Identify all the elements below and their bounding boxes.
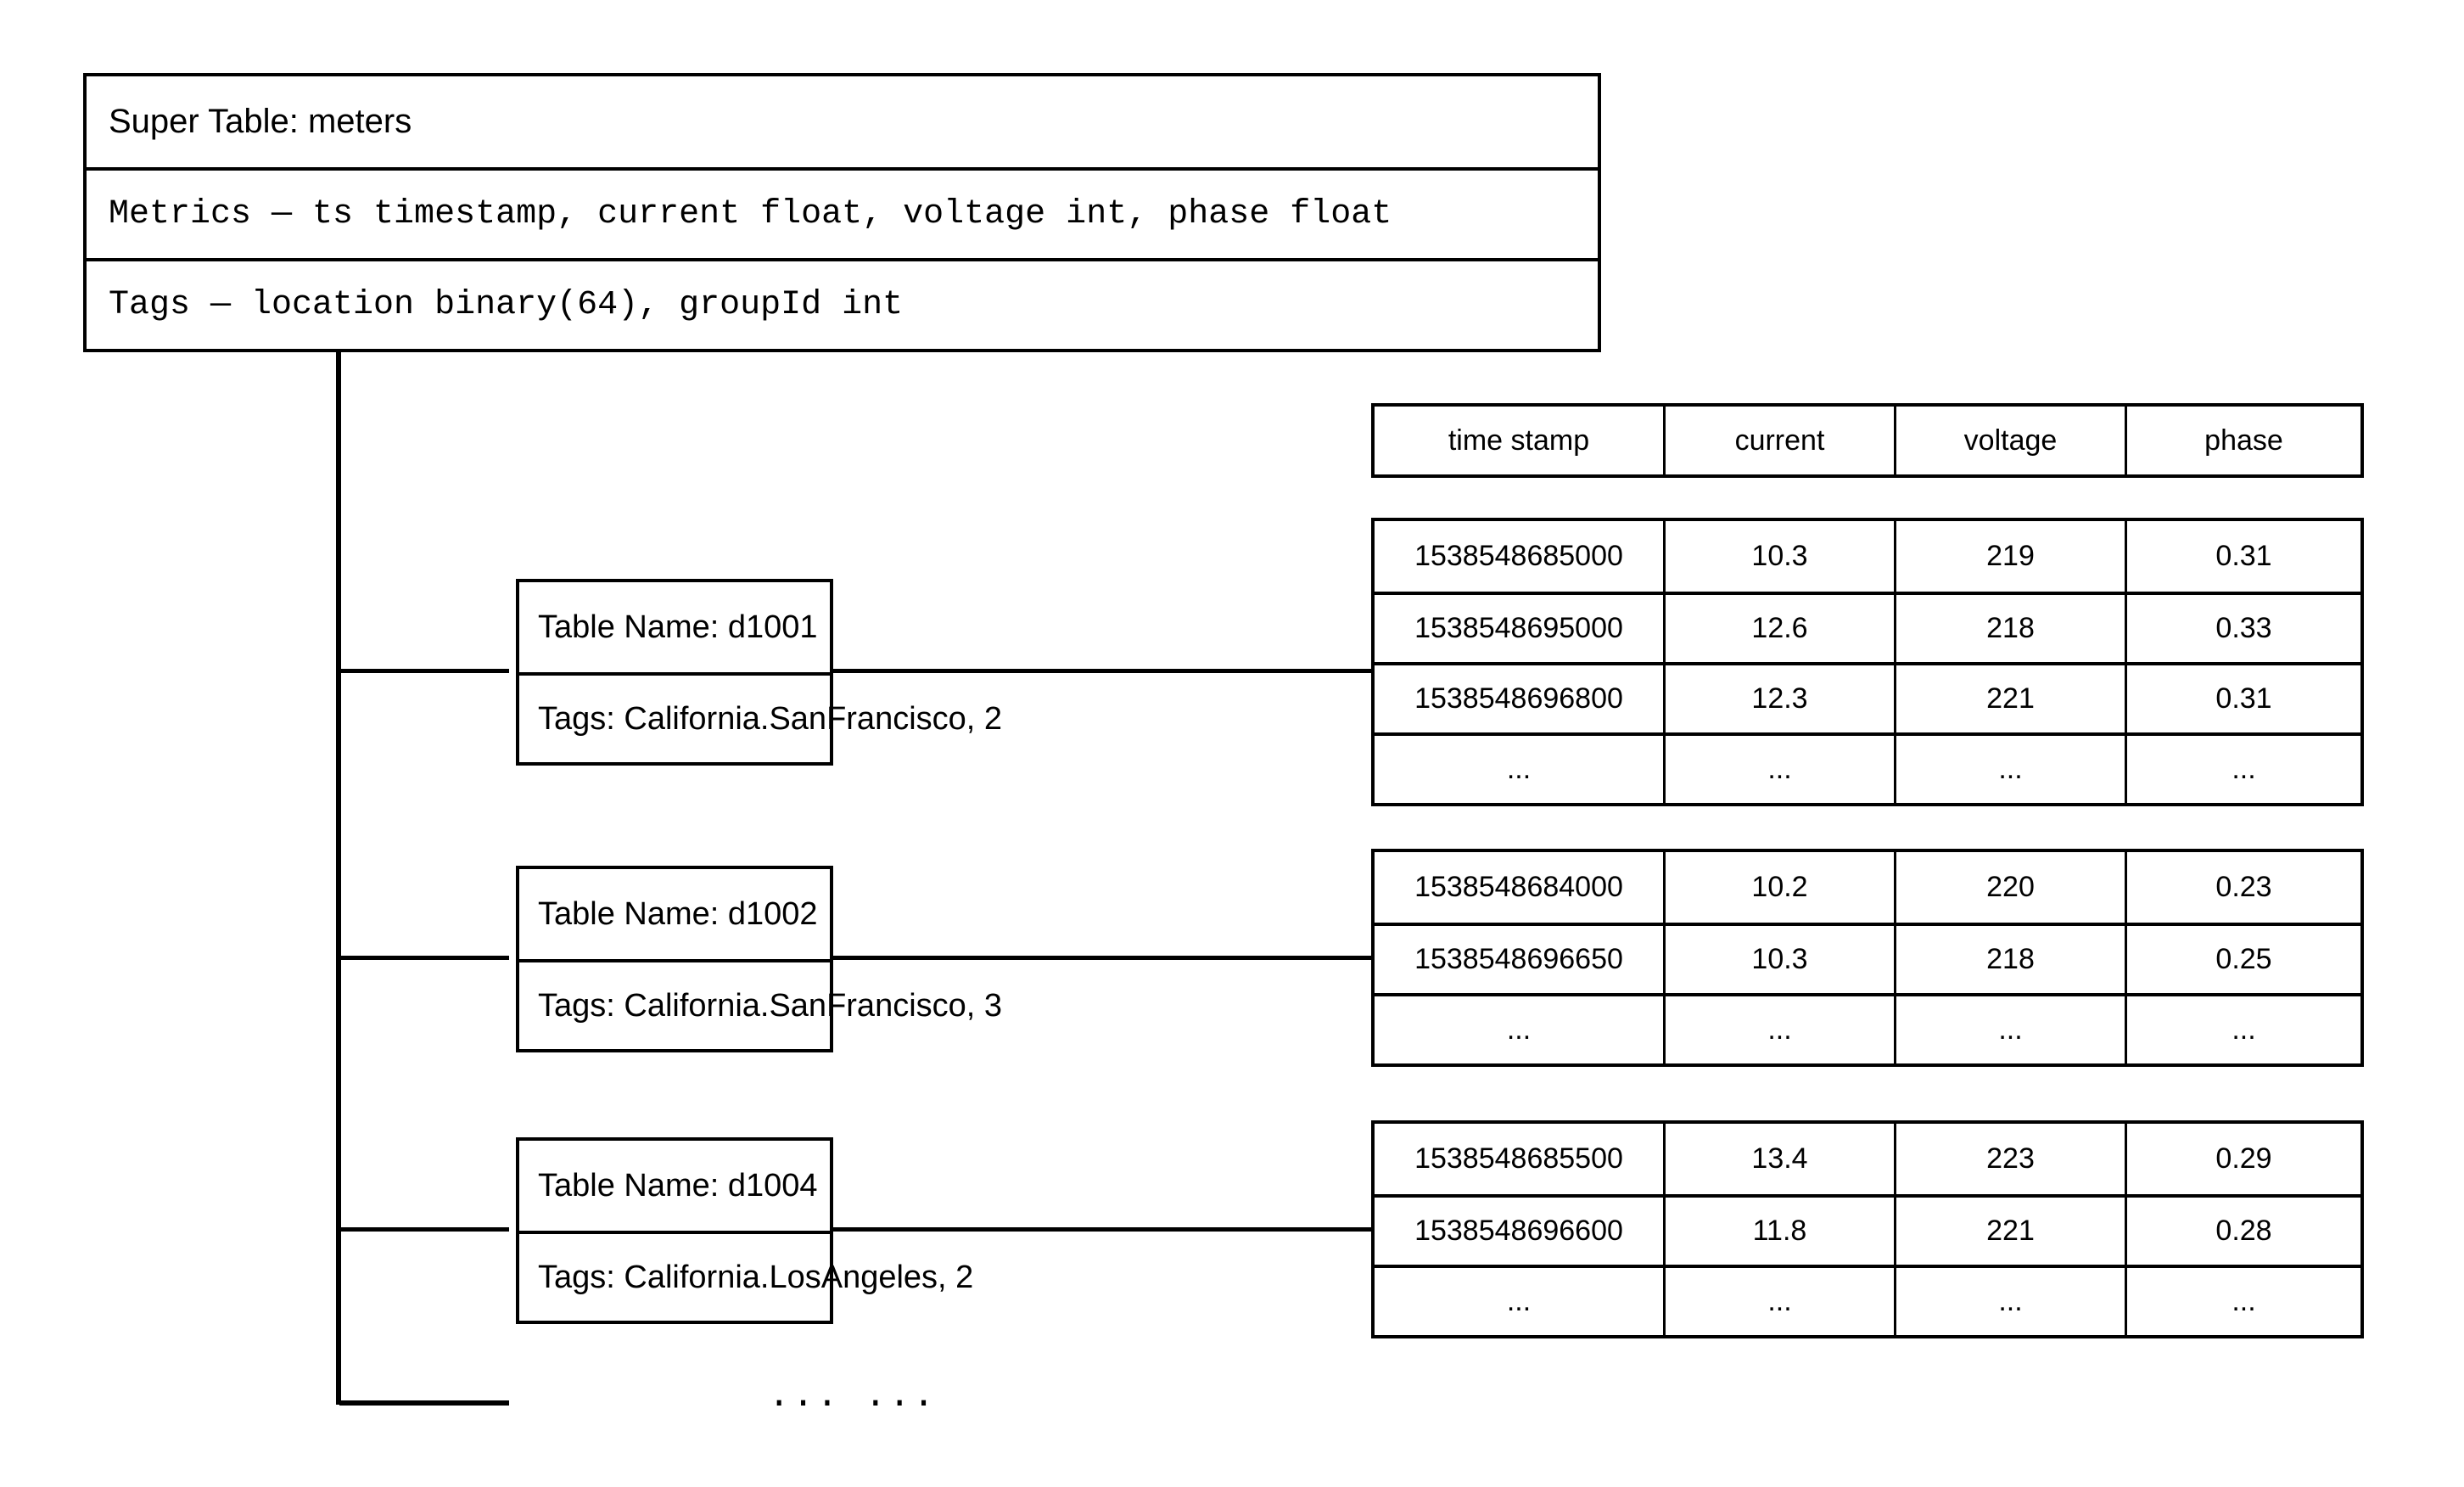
super-table-box: Super Table: meters Metrics — ts timesta… bbox=[83, 73, 1601, 352]
table-row-ellipsis: ... ... ... ... bbox=[1375, 1265, 2360, 1335]
sub-table-box-d1002: Table Name: d1002 Tags: California.SanFr… bbox=[516, 866, 1002, 1052]
cell-voltage: ... bbox=[1894, 736, 2125, 803]
column-header-voltage: voltage bbox=[1894, 407, 2125, 474]
table-row: 1538548695000 12.6 218 0.33 bbox=[1375, 592, 2360, 662]
table-row: 1538548696650 10.3 218 0.25 bbox=[1375, 923, 2360, 993]
cell-current: 12.6 bbox=[1663, 595, 1894, 662]
super-table-tags-row: Tags — location binary(64), groupId int bbox=[87, 258, 1598, 349]
cell-voltage: 218 bbox=[1894, 926, 2125, 993]
cell-voltage: 223 bbox=[1894, 1124, 2125, 1194]
cell-current: 12.3 bbox=[1663, 665, 1894, 732]
super-table-metrics-row: Metrics — ts timestamp, current float, v… bbox=[87, 167, 1598, 258]
table-header-row: time stamp current voltage phase bbox=[1375, 407, 2360, 474]
super-table-metrics: Metrics — ts timestamp, current float, v… bbox=[109, 195, 1392, 233]
cell-phase: ... bbox=[2125, 1268, 2360, 1335]
cell-current: ... bbox=[1663, 1268, 1894, 1335]
cell-current: 10.3 bbox=[1663, 521, 1894, 592]
cell-current: 10.3 bbox=[1663, 926, 1894, 993]
cell-phase: 0.31 bbox=[2125, 521, 2360, 592]
column-header-timestamp: time stamp bbox=[1448, 424, 1590, 457]
column-header-current: current bbox=[1663, 407, 1894, 474]
cell-phase: 0.23 bbox=[2125, 852, 2360, 923]
cell-current: ... bbox=[1663, 736, 1894, 803]
cell-voltage: 219 bbox=[1894, 521, 2125, 592]
data-table-d1001: 1538548685000 10.3 219 0.31 153854869500… bbox=[1371, 518, 2364, 806]
cell-voltage: 220 bbox=[1894, 852, 2125, 923]
cell-timestamp: 1538548696800 bbox=[1414, 682, 1623, 715]
cell-current: ... bbox=[1663, 996, 1894, 1063]
cell-voltage: ... bbox=[1894, 1268, 2125, 1335]
cell-timestamp: 1538548696600 bbox=[1414, 1215, 1623, 1247]
sub-table-tags-d1001: Tags: California.SanFrancisco, 2 bbox=[519, 672, 1002, 762]
cell-timestamp: ... bbox=[1506, 1013, 1532, 1046]
table-row-ellipsis: ... ... ... ... bbox=[1375, 993, 2360, 1063]
super-table-title-row: Super Table: meters bbox=[87, 76, 1598, 167]
cell-timestamp: 1538548684000 bbox=[1414, 871, 1623, 903]
cell-timestamp: 1538548685000 bbox=[1414, 540, 1623, 572]
cell-voltage: 218 bbox=[1894, 595, 2125, 662]
cell-voltage: ... bbox=[1894, 996, 2125, 1063]
tree-branch-more bbox=[339, 1400, 509, 1406]
sub-table-box-d1004: Table Name: d1004 Tags: California.LosAn… bbox=[516, 1137, 973, 1324]
cell-timestamp: 1538548685500 bbox=[1414, 1142, 1623, 1175]
cell-timestamp: 1538548696650 bbox=[1414, 943, 1623, 975]
table-row: 1538548696600 11.8 221 0.28 bbox=[1375, 1194, 2360, 1265]
cell-voltage: 221 bbox=[1894, 1198, 2125, 1265]
table-row: 1538548685500 13.4 223 0.29 bbox=[1375, 1124, 2360, 1194]
cell-phase: 0.29 bbox=[2125, 1124, 2360, 1194]
cell-timestamp: 1538548695000 bbox=[1414, 612, 1623, 644]
tree-branch-d1002 bbox=[339, 956, 509, 960]
sub-table-tags-d1004: Tags: California.LosAngeles, 2 bbox=[519, 1231, 973, 1321]
sub-table-name-d1001: Table Name: d1001 bbox=[538, 609, 818, 645]
connector-d1004 bbox=[832, 1227, 1375, 1232]
tree-branch-d1004 bbox=[339, 1227, 509, 1232]
super-table-title: Super Table: meters bbox=[109, 103, 412, 140]
more-tables-ellipsis: ... ... bbox=[768, 1375, 937, 1417]
connector-d1002 bbox=[832, 956, 1375, 960]
table-row: 1538548685000 10.3 219 0.31 bbox=[1375, 521, 2360, 592]
cell-phase: 0.31 bbox=[2125, 665, 2360, 732]
cell-phase: 0.28 bbox=[2125, 1198, 2360, 1265]
column-header-phase: phase bbox=[2125, 407, 2360, 474]
cell-phase: 0.25 bbox=[2125, 926, 2360, 993]
data-table-d1002: 1538548684000 10.2 220 0.23 153854869665… bbox=[1371, 849, 2364, 1067]
data-table-header: time stamp current voltage phase bbox=[1371, 403, 2364, 478]
cell-current: 13.4 bbox=[1663, 1124, 1894, 1194]
table-row: 1538548696800 12.3 221 0.31 bbox=[1375, 662, 2360, 732]
data-table-d1004: 1538548685500 13.4 223 0.29 153854869660… bbox=[1371, 1120, 2364, 1338]
sub-table-name-d1004: Table Name: d1004 bbox=[538, 1167, 818, 1204]
cell-phase: 0.33 bbox=[2125, 595, 2360, 662]
table-row-ellipsis: ... ... ... ... bbox=[1375, 732, 2360, 803]
tree-branch-d1001 bbox=[339, 669, 509, 673]
sub-table-box-d1001: Table Name: d1001 Tags: California.SanFr… bbox=[516, 579, 1002, 766]
sub-table-name-d1002: Table Name: d1002 bbox=[538, 895, 818, 932]
table-row: 1538548684000 10.2 220 0.23 bbox=[1375, 852, 2360, 923]
cell-timestamp: ... bbox=[1506, 753, 1532, 785]
tree-trunk-line bbox=[336, 351, 341, 1405]
connector-d1001 bbox=[832, 669, 1375, 673]
cell-timestamp: ... bbox=[1506, 1285, 1532, 1317]
cell-phase: ... bbox=[2125, 736, 2360, 803]
cell-phase: ... bbox=[2125, 996, 2360, 1063]
cell-voltage: 221 bbox=[1894, 665, 2125, 732]
super-table-tags: Tags — location binary(64), groupId int bbox=[109, 286, 904, 324]
cell-current: 11.8 bbox=[1663, 1198, 1894, 1265]
sub-table-tags-d1002: Tags: California.SanFrancisco, 3 bbox=[519, 959, 1002, 1049]
cell-current: 10.2 bbox=[1663, 852, 1894, 923]
